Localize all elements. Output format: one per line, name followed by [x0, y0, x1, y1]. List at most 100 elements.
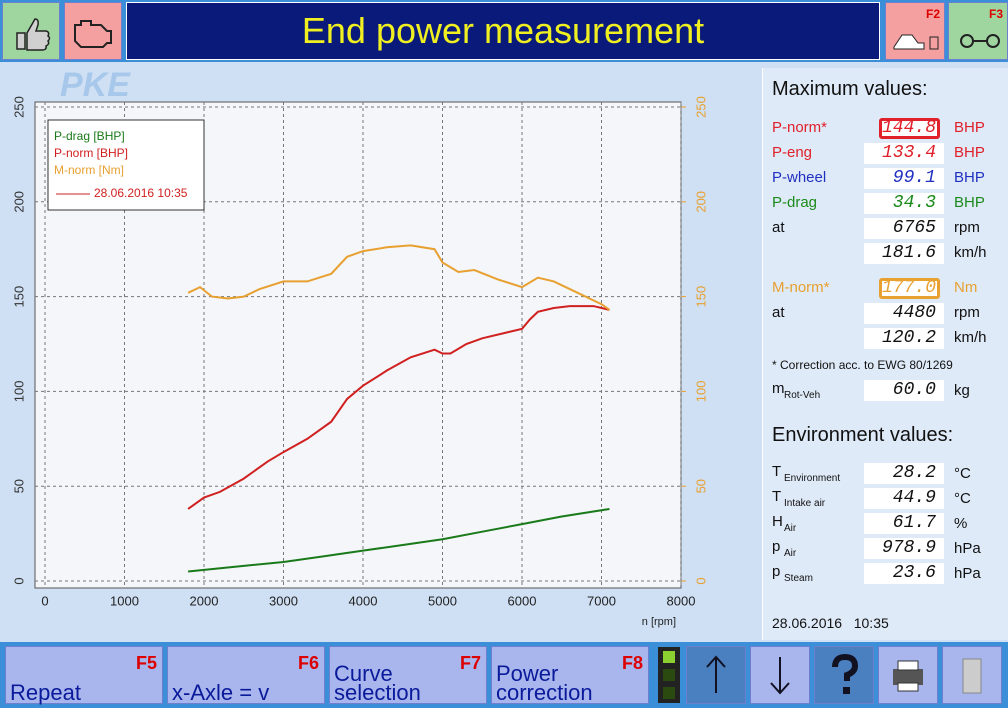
chart: 0 1000 2000 3000 4000 5000 6000 7000 80000501001… [11, 96, 708, 628]
function-button[interactable]: F6 x-Axle = v [167, 646, 325, 704]
y2-tick-label: 50 [693, 479, 708, 493]
function-button[interactable]: F8 Power correction [491, 646, 649, 704]
key-label: F7 [459, 653, 481, 673]
ok-button[interactable] [2, 2, 60, 60]
y-tick-label: 250 [11, 96, 26, 118]
row-label: P-drag [772, 194, 818, 211]
row-value: 133.4 [864, 143, 944, 164]
button-label: Power [496, 661, 559, 686]
series-line [187, 244, 611, 311]
row-label: T [772, 488, 782, 505]
up-icon [706, 655, 726, 693]
down-icon [770, 657, 790, 695]
light [663, 669, 675, 681]
button-label: Repeat [10, 680, 81, 705]
row-value: 978.9 [864, 538, 944, 559]
function-button[interactable]: F5 Repeat [5, 646, 163, 704]
key-label: F6 [297, 653, 319, 673]
rollers-icon [960, 34, 1000, 48]
row-label: P-eng [772, 144, 813, 161]
key-label: F2 [925, 7, 940, 21]
row-label-sub: Intake air [784, 498, 826, 509]
f2-button[interactable]: F2 [885, 2, 945, 60]
exit-button[interactable] [942, 646, 1002, 704]
section-title: Environment values: [772, 424, 954, 446]
car-icon [893, 34, 939, 50]
row-unit: km/h [954, 244, 987, 261]
section-title: Maximum values: [772, 78, 928, 100]
row-label: p [772, 563, 781, 580]
button-label: Curve [334, 661, 393, 686]
door-icon [962, 658, 982, 694]
x-tick-label: 5000 [428, 593, 457, 608]
legend-entry: P-norm [BHP] [54, 146, 128, 160]
y-tick-label: 0 [11, 577, 26, 584]
row-value: 34.3 [864, 193, 944, 214]
row-unit: BHP [954, 169, 985, 186]
light [663, 651, 675, 663]
legend-box [47, 119, 205, 211]
x-tick-label: 6000 [508, 593, 537, 608]
engine-button[interactable] [64, 2, 122, 60]
f3-button[interactable]: F3 [948, 2, 1008, 60]
row-label: P-norm* [772, 119, 828, 136]
timestamp: 28.06.2016 10:35 [772, 615, 889, 631]
key-label: F3 [988, 7, 1003, 21]
row-value: 181.6 [864, 243, 944, 264]
y2-tick-label: 250 [693, 96, 708, 118]
y2-tick-label: 200 [693, 191, 708, 213]
light [663, 687, 675, 699]
print-button[interactable] [878, 646, 938, 704]
x-tick-label: 0 [41, 593, 48, 608]
row-value: 23.6 [864, 563, 944, 584]
key-label: F5 [135, 653, 157, 673]
legend-date: 28.06.2016 10:35 [94, 186, 188, 200]
row-unit: rpm [954, 219, 980, 236]
legend-entry: M-norm [Nm] [54, 163, 124, 177]
row-unit: BHP [954, 119, 985, 136]
button-label: correction [496, 680, 593, 705]
row-label: P-wheel [772, 169, 827, 186]
button-label: selection [334, 680, 421, 705]
y-tick-label: 100 [11, 381, 26, 403]
row-value: 28.2 [864, 463, 944, 484]
values-panel: Maximum values: P-norm* 144.8 BHP P-eng 133.4… [762, 68, 1008, 640]
down-button[interactable] [750, 646, 810, 704]
row-label: T [772, 463, 782, 480]
row-value: 6765 [864, 218, 944, 239]
row-unit: rpm [954, 304, 980, 321]
row-unit: km/h [954, 329, 987, 346]
row-label: at [772, 304, 785, 321]
y2-tick-label: 150 [693, 286, 708, 308]
up-button[interactable] [686, 646, 746, 704]
bottom-bar: F5 Repeat F6 x-Axle = v F7 Curve selection F8 Po… [0, 642, 1008, 708]
button-label: x-Axle = v [172, 680, 270, 705]
note: * Correction acc. to EWG 80/1269 [772, 358, 953, 372]
row-value: 99.1 [864, 168, 944, 189]
row-unit: Nm [954, 279, 978, 296]
row-value: 60.0 [864, 380, 944, 401]
row-label-sub: Rot-Veh [784, 390, 821, 401]
row-value: 177.0 [879, 278, 940, 299]
printer-icon [893, 660, 923, 692]
function-button[interactable]: F7 Curve selection [329, 646, 487, 704]
row-label: m [772, 380, 785, 397]
x-tick-label: 8000 [667, 593, 696, 608]
row-unit: % [954, 515, 968, 532]
row-label-sub: Steam [784, 573, 813, 584]
title: End power measurement [126, 2, 880, 60]
help-button[interactable] [814, 646, 874, 704]
help-icon [832, 653, 859, 694]
x-tick-label: 1000 [110, 593, 139, 608]
row-label-sub: Environment [784, 473, 841, 484]
row-unit: hPa [954, 540, 981, 557]
row-value: 144.8 [879, 118, 940, 139]
row-value: 120.2 [864, 328, 944, 349]
row-label: H [772, 513, 783, 530]
row-unit: °C [954, 490, 971, 507]
legend-entry: P-drag [BHP] [54, 129, 125, 143]
y-tick-label: 150 [11, 286, 26, 308]
row-value: 61.7 [864, 513, 944, 534]
row-unit: BHP [954, 144, 985, 161]
